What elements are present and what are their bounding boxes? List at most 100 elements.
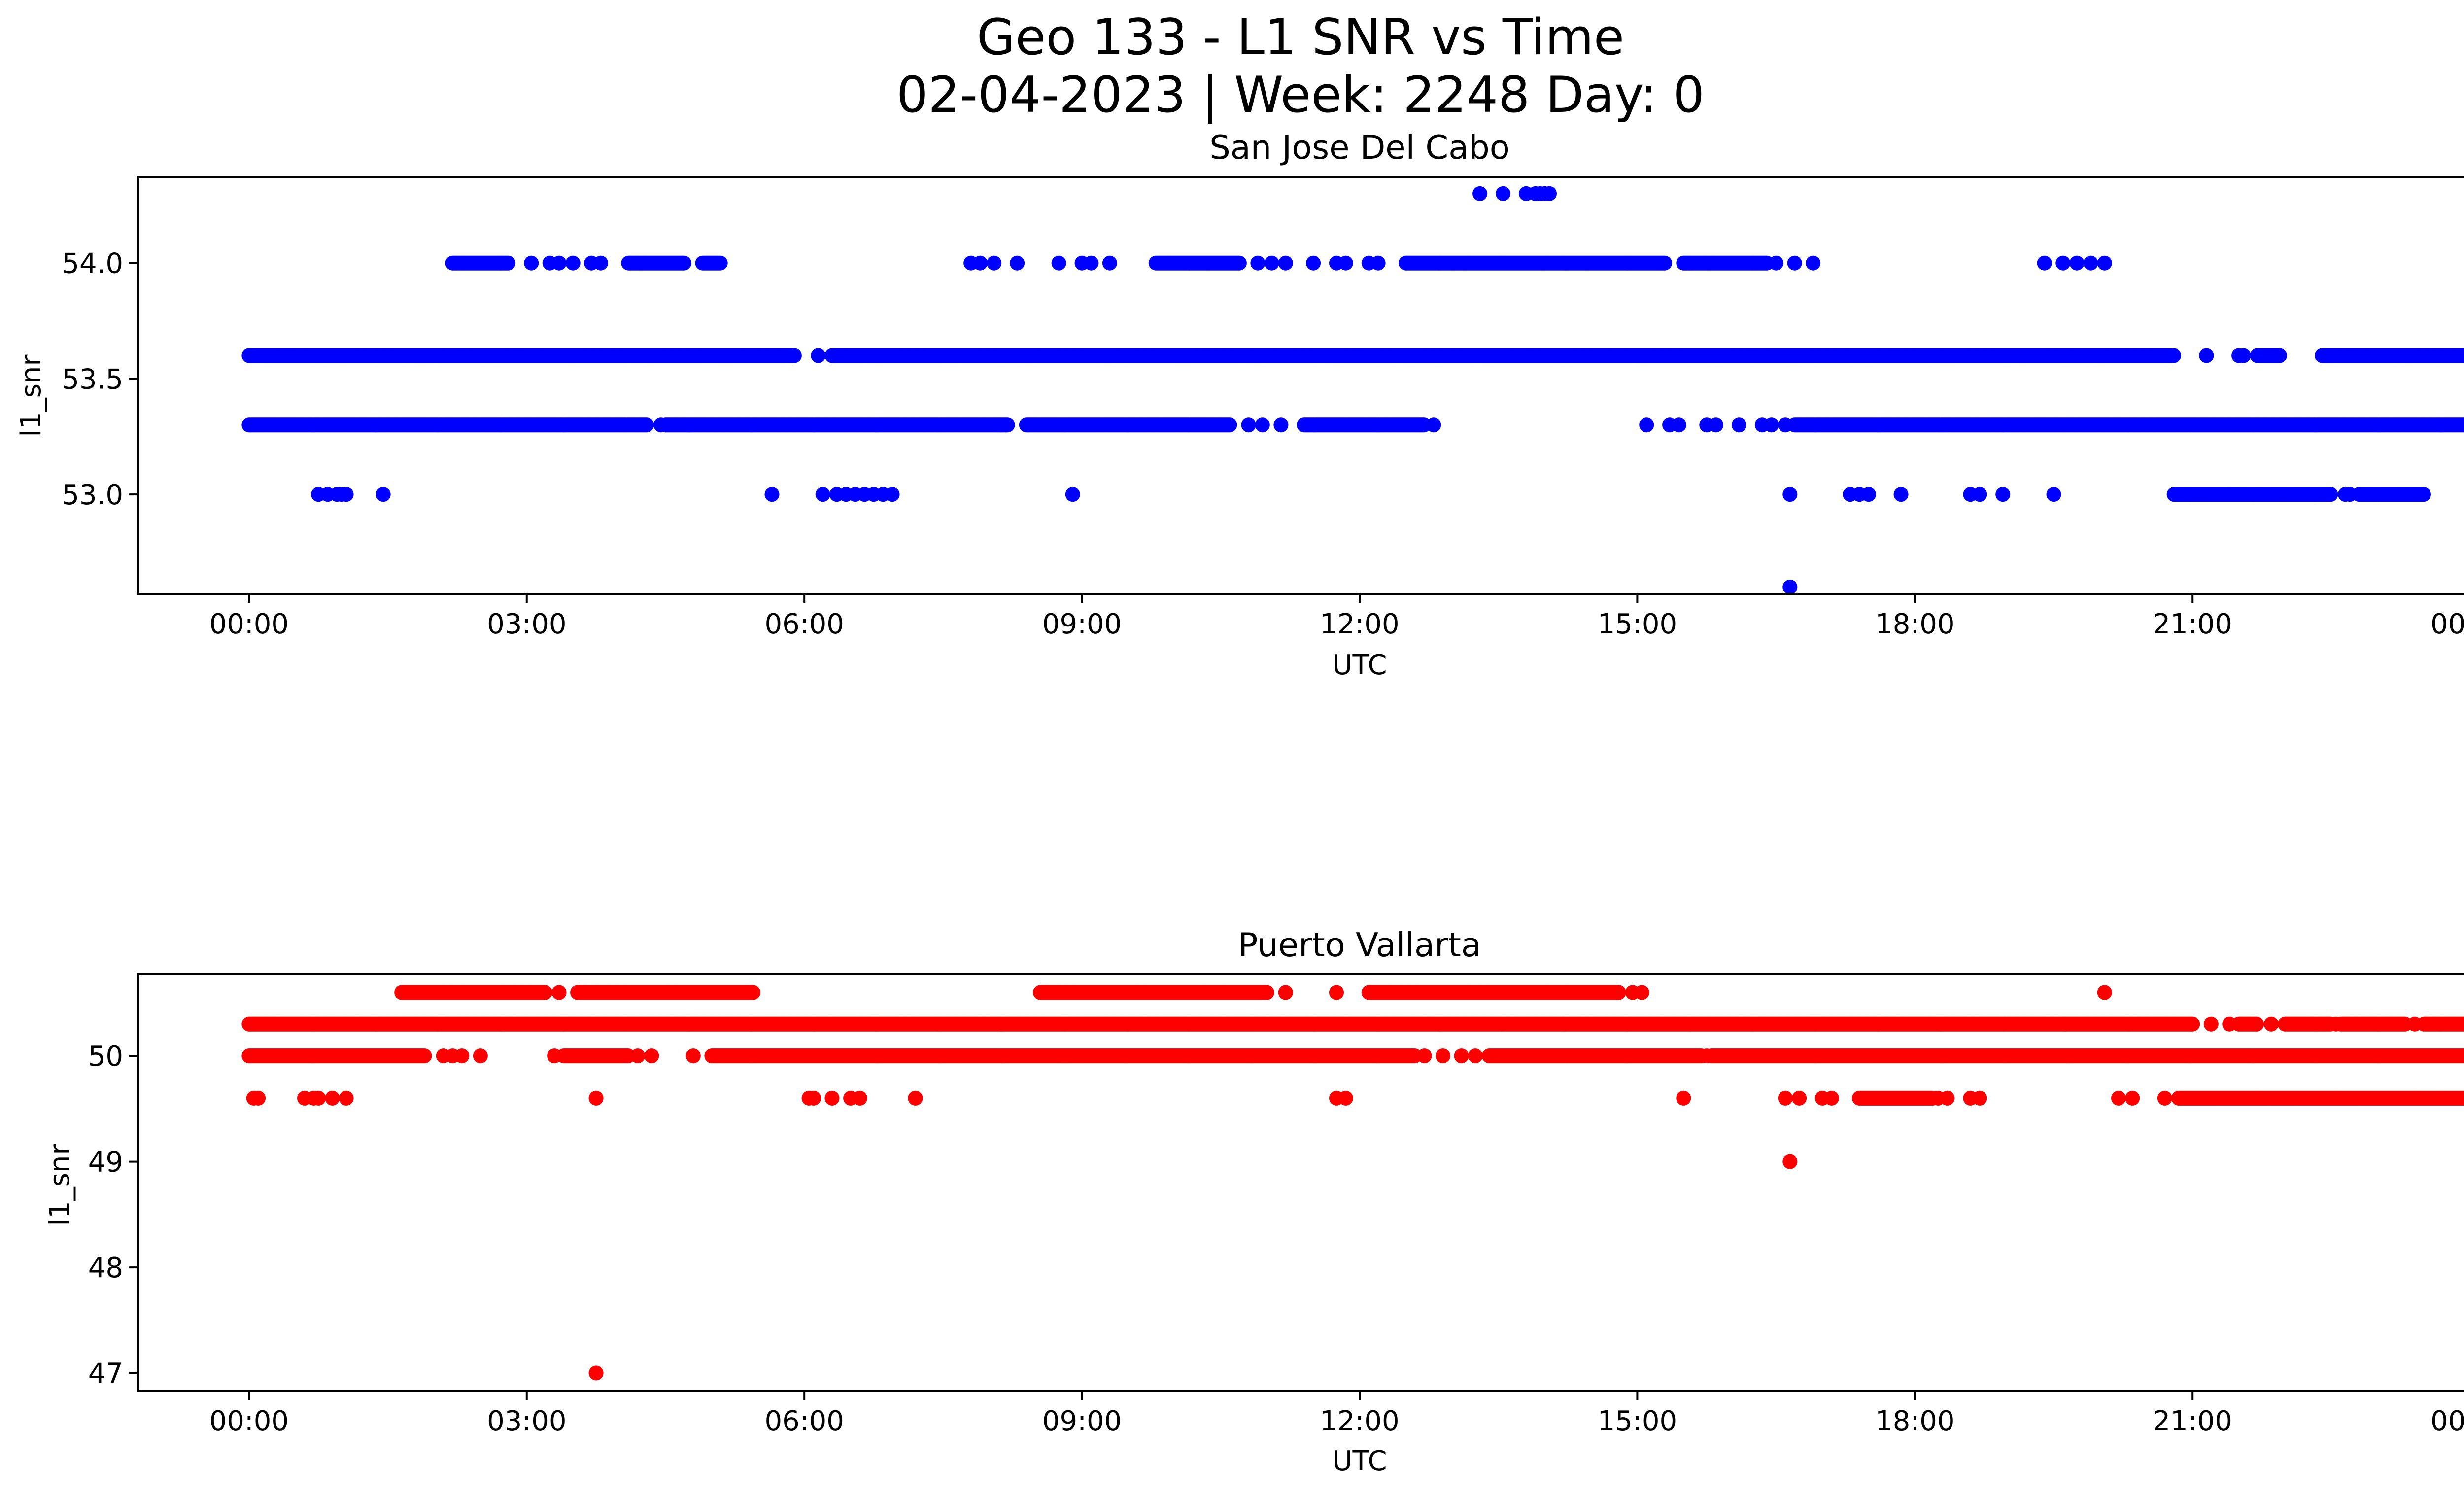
- data-point: [1709, 417, 1723, 433]
- data-point: [565, 255, 581, 271]
- data-point: [1806, 255, 1821, 271]
- x-tick-label: 21:00: [2153, 608, 2232, 640]
- data-point: [551, 985, 567, 1000]
- data-point: [1671, 417, 1686, 433]
- subplot-title: Puerto Vallarta: [1238, 926, 1481, 964]
- data-point: [1496, 186, 1511, 201]
- data-point: [1051, 255, 1066, 271]
- data-point: [1000, 417, 1015, 433]
- scatter-series: [241, 186, 2464, 594]
- data-point: [1732, 417, 1746, 433]
- x-axis-label: UTC: [1332, 1445, 1387, 1477]
- data-point: [2166, 348, 2181, 363]
- data-point: [1657, 255, 1672, 271]
- data-point: [787, 348, 802, 363]
- subplot-title: San Jose Del Cabo: [1209, 128, 1510, 167]
- data-point: [2046, 487, 2061, 502]
- data-point: [2037, 255, 2052, 271]
- data-point: [376, 487, 391, 502]
- data-point: [1893, 487, 1909, 502]
- x-tick-label: 00:00: [2430, 608, 2464, 640]
- data-point: [1634, 985, 1649, 1000]
- data-point: [2055, 255, 2071, 271]
- data-point: [2069, 255, 2085, 271]
- data-point: [2097, 985, 2112, 1000]
- data-point: [1259, 985, 1274, 1000]
- data-point: [1232, 255, 1247, 271]
- data-point: [1472, 186, 1488, 201]
- data-point: [1264, 255, 1279, 271]
- data-point: [1426, 417, 1441, 433]
- data-point: [1241, 417, 1256, 433]
- figure-title-line-2: 02-04-2023 | Week: 2248 Day: 0: [896, 66, 1705, 124]
- axis-ticks: 00:00 03:00 06:00 09:00 12:00 15:00 18:00 21:00…: [62, 248, 2464, 640]
- y-axis-label: l1_snr: [15, 354, 47, 437]
- data-point: [1861, 487, 1876, 502]
- data-point: [1370, 255, 1386, 271]
- data-point: [2323, 487, 2338, 502]
- data-point: [1255, 417, 1270, 433]
- scatter-series: [241, 985, 2464, 1381]
- data-point: [811, 348, 826, 363]
- data-point: [339, 487, 354, 502]
- y-tick-label: 53.5: [62, 363, 123, 395]
- data-point: [1787, 255, 1802, 271]
- data-point: [524, 255, 539, 271]
- data-point: [2272, 348, 2287, 363]
- data-point: [501, 255, 516, 271]
- data-point: [1010, 255, 1025, 271]
- data-point: [1338, 255, 1353, 271]
- data-point: [987, 255, 1002, 271]
- data-point: [1084, 255, 1099, 271]
- data-point: [1764, 417, 1779, 433]
- data-point: [973, 255, 988, 271]
- data-point: [1306, 255, 1321, 271]
- data-point: [746, 985, 761, 1000]
- data-point: [1102, 255, 1117, 271]
- data-point: [1995, 487, 2011, 502]
- data-point: [2236, 348, 2251, 363]
- data-point: [2083, 255, 2098, 271]
- data-point: [1278, 255, 1293, 271]
- x-tick-label: 00:00: [209, 608, 289, 640]
- data-point: [1639, 417, 1654, 433]
- x-tick-label: 09:00: [1042, 608, 1122, 640]
- data-point: [1972, 487, 1987, 502]
- data-point: [885, 487, 900, 502]
- x-tick-label: 18:00: [1875, 608, 1954, 640]
- data-point: [639, 417, 654, 433]
- x-tick-label: 12:00: [1320, 608, 1399, 640]
- data-point: [1769, 255, 1784, 271]
- x-tick-label: 03:00: [487, 608, 566, 640]
- data-point: [1778, 417, 1793, 433]
- data-point: [1542, 186, 1557, 201]
- data-point: [1273, 417, 1289, 433]
- x-tick-label: 15:00: [1598, 608, 1677, 640]
- san-jose-del-cabo-panel: San Jose Del Cabo UTC l1_snr 00:00 03:00 0…: [15, 128, 2464, 681]
- data-point: [2097, 255, 2112, 271]
- data-point: [1222, 417, 1237, 433]
- plot-frame: [137, 176, 2464, 595]
- data-point: [1782, 487, 1798, 502]
- x-tick-label: 06:00: [764, 608, 844, 640]
- y-axis-label: l1_snr: [44, 1144, 76, 1226]
- data-point: [1065, 487, 1080, 502]
- data-point: [677, 255, 691, 271]
- data-point: [1329, 985, 1344, 1000]
- puerto-vallarta-panel: Puerto Vallarta UTC l1_snr 00:00 03:00 06:…: [44, 926, 2464, 1477]
- x-axis-label: UTC: [1332, 649, 1387, 681]
- data-point: [713, 255, 728, 271]
- data-point: [1250, 255, 1266, 271]
- data-point: [593, 255, 608, 271]
- y-tick-label: 53.0: [62, 479, 123, 511]
- data-point: [1611, 985, 1626, 1000]
- data-point: [815, 487, 830, 502]
- data-point: [1782, 579, 1798, 594]
- data-point: [538, 985, 552, 1000]
- data-point: [1278, 985, 1293, 1000]
- data-point: [764, 487, 780, 502]
- y-tick-label: 54.0: [62, 248, 123, 280]
- data-point: [551, 255, 567, 271]
- data-point: [653, 417, 669, 433]
